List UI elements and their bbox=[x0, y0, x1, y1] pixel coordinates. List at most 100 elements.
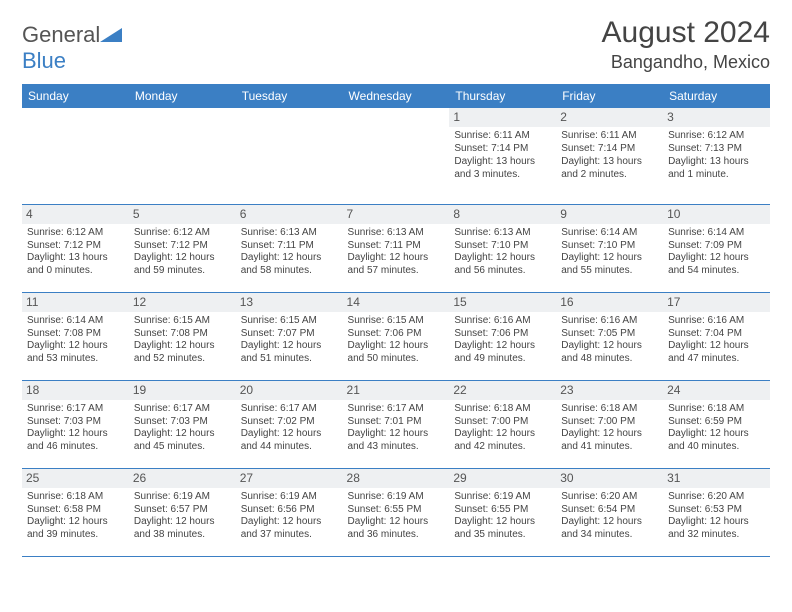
day-info: Sunrise: 6:17 AMSunset: 7:02 PMDaylight:… bbox=[241, 403, 338, 454]
day-info: Sunrise: 6:20 AMSunset: 6:54 PMDaylight:… bbox=[561, 491, 658, 542]
calendar-cell: 20Sunrise: 6:17 AMSunset: 7:02 PMDayligh… bbox=[236, 380, 343, 468]
calendar-cell bbox=[129, 108, 236, 204]
calendar-cell: 25 Sunrise: 6:18 AMSunset: 6:58 PMDayligh… bbox=[22, 468, 129, 556]
calendar-week-row: 25 Sunrise: 6:18 AMSunset: 6:58 PMDayligh… bbox=[22, 468, 770, 556]
day-info: Sunrise: 6:18 AMSunset: 6:58 PMDaylight:… bbox=[27, 491, 124, 542]
logo-text: GeneralBlue bbox=[22, 22, 122, 74]
day-number: 14 bbox=[343, 293, 450, 312]
calendar-cell: 27 Sunrise: 6:19 AMSunset: 6:56 PMDayligh… bbox=[236, 468, 343, 556]
day-number: 21 bbox=[343, 381, 450, 400]
calendar-cell: 1Sunrise: 6:11 AMSunset: 7:14 PMDaylight… bbox=[449, 108, 556, 204]
calendar-cell: 18 Sunrise: 6:17 AMSunset: 7:03 PMDayligh… bbox=[22, 380, 129, 468]
weekday-header: Monday bbox=[129, 84, 236, 108]
location-label: Bangandho, Mexico bbox=[602, 52, 770, 73]
day-info: Sunrise: 6:15 AMSunset: 7:06 PMDaylight:… bbox=[348, 315, 445, 366]
day-number: 29 bbox=[449, 469, 556, 488]
day-number: 5 bbox=[129, 205, 236, 224]
calendar-cell: 19Sunrise: 6:17 AMSunset: 7:03 PMDayligh… bbox=[129, 380, 236, 468]
day-info: Sunrise: 6:11 AMSunset: 7:14 PMDaylight:… bbox=[561, 130, 658, 181]
day-number: 22 bbox=[449, 381, 556, 400]
calendar-cell: 5 Sunrise: 6:12 AMSunset: 7:12 PMDaylight… bbox=[129, 204, 236, 292]
calendar-cell: 11Sunrise: 6:14 AMSunset: 7:08 PMDayligh… bbox=[22, 292, 129, 380]
calendar-cell: 28Sunrise: 6:19 AMSunset: 6:55 PMDayligh… bbox=[343, 468, 450, 556]
day-info: Sunrise: 6:16 AMSunset: 7:04 PMDaylight:… bbox=[668, 315, 765, 366]
calendar-cell: 31Sunrise: 6:20 AMSunset: 6:53 PMDayligh… bbox=[663, 468, 770, 556]
day-info: Sunrise: 6:15 AMSunset: 7:08 PMDaylight:… bbox=[134, 315, 231, 366]
day-info: Sunrise: 6:14 AMSunset: 7:08 PMDaylight:… bbox=[27, 315, 124, 366]
logo-part2: Blue bbox=[22, 48, 66, 73]
day-info: Sunrise: 6:19 AMSunset: 6:56 PMDaylight:… bbox=[241, 491, 338, 542]
day-number: 8 bbox=[449, 205, 556, 224]
day-number: 25 bbox=[22, 469, 129, 488]
day-info: Sunrise: 6:20 AMSunset: 6:53 PMDaylight:… bbox=[668, 491, 765, 542]
calendar-cell: 12 Sunrise: 6:15 AMSunset: 7:08 PMDayligh… bbox=[129, 292, 236, 380]
page-title: August 2024 bbox=[602, 16, 770, 50]
day-info: Sunrise: 6:12 AMSunset: 7:12 PMDaylight:… bbox=[27, 227, 124, 278]
calendar-cell: 3 Sunrise: 6:12 AMSunset: 7:13 PMDaylight… bbox=[663, 108, 770, 204]
day-info: Sunrise: 6:13 AMSunset: 7:11 PMDaylight:… bbox=[241, 227, 338, 278]
day-info: Sunrise: 6:15 AMSunset: 7:07 PMDaylight:… bbox=[241, 315, 338, 366]
calendar-cell: 16 Sunrise: 6:16 AMSunset: 7:05 PMDayligh… bbox=[556, 292, 663, 380]
day-number: 1 bbox=[449, 108, 556, 127]
weekday-header: Saturday bbox=[663, 84, 770, 108]
calendar-cell: 9 Sunrise: 6:14 AMSunset: 7:10 PMDaylight… bbox=[556, 204, 663, 292]
calendar-cell: 21 Sunrise: 6:17 AMSunset: 7:01 PMDayligh… bbox=[343, 380, 450, 468]
calendar-cell: 4 Sunrise: 6:12 AMSunset: 7:12 PMDaylight… bbox=[22, 204, 129, 292]
day-number: 27 bbox=[236, 469, 343, 488]
calendar-week-row: 18 Sunrise: 6:17 AMSunset: 7:03 PMDayligh… bbox=[22, 380, 770, 468]
day-number: 3 bbox=[663, 108, 770, 127]
weekday-header: Tuesday bbox=[236, 84, 343, 108]
calendar-cell: 17 Sunrise: 6:16 AMSunset: 7:04 PMDayligh… bbox=[663, 292, 770, 380]
day-number: 9 bbox=[556, 205, 663, 224]
calendar-cell: 26 Sunrise: 6:19 AMSunset: 6:57 PMDayligh… bbox=[129, 468, 236, 556]
day-number: 17 bbox=[663, 293, 770, 312]
day-number: 15 bbox=[449, 293, 556, 312]
day-number: 2 bbox=[556, 108, 663, 127]
weekday-header: Wednesday bbox=[343, 84, 450, 108]
title-block: August 2024 Bangandho, Mexico bbox=[602, 16, 770, 73]
calendar-cell: 23Sunrise: 6:18 AMSunset: 7:00 PMDayligh… bbox=[556, 380, 663, 468]
day-number: 13 bbox=[236, 293, 343, 312]
day-info: Sunrise: 6:18 AMSunset: 7:00 PMDaylight:… bbox=[561, 403, 658, 454]
logo: GeneralBlue bbox=[22, 22, 122, 74]
day-number: 4 bbox=[22, 205, 129, 224]
day-number: 30 bbox=[556, 469, 663, 488]
day-info: Sunrise: 6:17 AMSunset: 7:01 PMDaylight:… bbox=[348, 403, 445, 454]
calendar-cell: 13 Sunrise: 6:15 AMSunset: 7:07 PMDayligh… bbox=[236, 292, 343, 380]
day-info: Sunrise: 6:17 AMSunset: 7:03 PMDaylight:… bbox=[27, 403, 124, 454]
day-number: 18 bbox=[22, 381, 129, 400]
calendar-week-row: 1 Sunrise: 6:11 AMSunset: 7:14 PMDaylight… bbox=[22, 108, 770, 204]
day-info: Sunrise: 6:12 AMSunset: 7:13 PMDaylight:… bbox=[668, 130, 765, 181]
calendar-cell bbox=[343, 108, 450, 204]
day-number: 24 bbox=[663, 381, 770, 400]
calendar-cell: 14 Sunrise: 6:15 AMSunset: 7:06 PMDayligh… bbox=[343, 292, 450, 380]
day-info: Sunrise: 6:13 AMSunset: 7:11 PMDaylight:… bbox=[348, 227, 445, 278]
calendar-cell: 30 Sunrise: 6:20 AMSunset: 6:54 PMDayligh… bbox=[556, 468, 663, 556]
calendar-cell: 10Sunrise: 6:14 AMSunset: 7:09 PMDayligh… bbox=[663, 204, 770, 292]
calendar-cell: 15 Sunrise: 6:16 AMSunset: 7:06 PMDayligh… bbox=[449, 292, 556, 380]
day-number: 6 bbox=[236, 205, 343, 224]
day-info: Sunrise: 6:12 AMSunset: 7:12 PMDaylight:… bbox=[134, 227, 231, 278]
calendar-cell: 22 Sunrise: 6:18 AMSunset: 7:00 PMDayligh… bbox=[449, 380, 556, 468]
logo-part1: General bbox=[22, 22, 100, 47]
calendar-cell bbox=[236, 108, 343, 204]
calendar-cell: 8Sunrise: 6:13 AMSunset: 7:10 PMDaylight… bbox=[449, 204, 556, 292]
day-number: 12 bbox=[129, 293, 236, 312]
weekday-header-row: SundayMondayTuesdayWednesdayThursdayFrid… bbox=[22, 84, 770, 108]
day-info: Sunrise: 6:19 AMSunset: 6:55 PMDaylight:… bbox=[454, 491, 551, 542]
day-info: Sunrise: 6:18 AMSunset: 7:00 PMDaylight:… bbox=[454, 403, 551, 454]
day-info: Sunrise: 6:16 AMSunset: 7:05 PMDaylight:… bbox=[561, 315, 658, 366]
calendar-body: 1 Sunrise: 6:11 AMSunset: 7:14 PMDaylight… bbox=[22, 108, 770, 556]
calendar-cell: 6 Sunrise: 6:13 AMSunset: 7:11 PMDaylight… bbox=[236, 204, 343, 292]
day-info: Sunrise: 6:19 AMSunset: 6:55 PMDaylight:… bbox=[348, 491, 445, 542]
day-number: 26 bbox=[129, 469, 236, 488]
weekday-header: Friday bbox=[556, 84, 663, 108]
day-info: Sunrise: 6:14 AMSunset: 7:10 PMDaylight:… bbox=[561, 227, 658, 278]
day-info: Sunrise: 6:19 AMSunset: 6:57 PMDaylight:… bbox=[134, 491, 231, 542]
calendar-cell bbox=[22, 108, 129, 204]
calendar-cell: 2 Sunrise: 6:11 AMSunset: 7:14 PMDaylight… bbox=[556, 108, 663, 204]
calendar-cell: 24Sunrise: 6:18 AMSunset: 6:59 PMDayligh… bbox=[663, 380, 770, 468]
day-number: 16 bbox=[556, 293, 663, 312]
day-info: Sunrise: 6:16 AMSunset: 7:06 PMDaylight:… bbox=[454, 315, 551, 366]
day-info: Sunrise: 6:17 AMSunset: 7:03 PMDaylight:… bbox=[134, 403, 231, 454]
